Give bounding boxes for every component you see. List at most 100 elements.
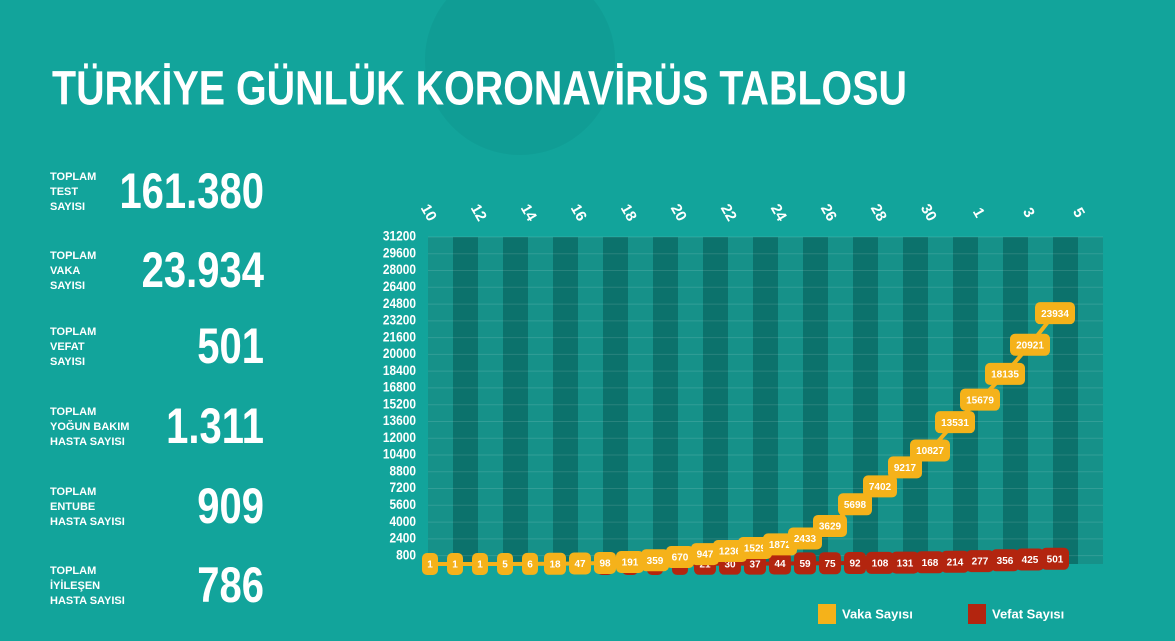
- data-label: 75: [824, 559, 836, 570]
- data-label: 425: [1022, 555, 1039, 566]
- y-tick-label: 2400: [390, 530, 416, 546]
- stat-value: 1.311: [166, 398, 264, 454]
- data-label: 9217: [894, 463, 917, 474]
- data-label: 191: [622, 558, 639, 569]
- column-stripe: [1053, 237, 1078, 564]
- y-tick-label: 24800: [383, 295, 416, 311]
- data-point: [891, 551, 919, 574]
- data-label: 359: [647, 556, 664, 567]
- stat-label: TEST: [50, 186, 78, 198]
- x-tick-label: 18: [617, 201, 640, 224]
- stat-label: TOPLAM: [50, 565, 96, 577]
- stat-value: 501: [197, 318, 264, 374]
- data-label: 501: [1047, 554, 1064, 565]
- stat-label: HASTA SAYISI: [50, 436, 125, 448]
- data-point: [569, 552, 591, 575]
- data-label: 23934: [1041, 309, 1069, 320]
- column-stripe: [453, 237, 478, 564]
- data-point: [941, 550, 969, 573]
- data-label: 47: [574, 559, 586, 570]
- data-point: [1010, 333, 1050, 356]
- chart: 8002400400056007200880010400120001360015…: [383, 201, 1103, 624]
- data-label: 92: [849, 559, 861, 570]
- stat-label: TOPLAM: [50, 250, 96, 262]
- data-point: [935, 411, 975, 434]
- column-stripe: [503, 237, 528, 564]
- data-point: [866, 551, 894, 574]
- stat-label: İYİLEŞEN: [50, 579, 100, 592]
- data-point: [1041, 547, 1069, 570]
- stats-panel: TOPLAM TEST SAYISI 161.380 TOPLAM VAKA SAYISI 2…: [50, 163, 264, 613]
- data-point: [888, 456, 922, 479]
- data-label: 10827: [916, 446, 944, 457]
- data-label: 1529: [744, 544, 767, 555]
- data-label: 131: [897, 558, 914, 569]
- y-tick-label: 15200: [383, 395, 416, 411]
- y-tick-label: 7200: [390, 479, 416, 495]
- stat-value: 23.934: [142, 242, 264, 298]
- data-label: 5698: [844, 500, 867, 511]
- data-point: [794, 552, 816, 575]
- y-tick-label: 800: [396, 546, 416, 562]
- legend-label: Vefat Sayısı: [992, 606, 1064, 621]
- x-tick-label: 26: [817, 201, 840, 224]
- y-tick-label: 5600: [390, 496, 416, 512]
- data-point: [594, 551, 616, 574]
- stat-label: TOPLAM: [50, 486, 96, 498]
- data-point: [916, 551, 944, 574]
- stat-label: SAYISI: [50, 201, 85, 213]
- data-point: [819, 552, 841, 575]
- x-tick-label: 20: [667, 201, 690, 224]
- y-tick-label: 10400: [383, 446, 416, 462]
- data-point: [691, 543, 719, 566]
- stat-value: 786: [197, 557, 264, 613]
- data-point: [666, 545, 694, 568]
- stat-label: TOPLAM: [50, 406, 96, 418]
- data-point: [616, 550, 644, 573]
- y-tick-label: 26400: [383, 278, 416, 294]
- data-point: [1016, 548, 1044, 571]
- data-point: [497, 552, 513, 575]
- data-label: 1: [452, 560, 458, 571]
- data-label: 1: [477, 560, 483, 571]
- x-tick-label: 28: [867, 201, 890, 224]
- data-label: 5: [502, 560, 508, 571]
- stat-label: HASTA SAYISI: [50, 595, 125, 607]
- data-label: 6: [527, 560, 533, 571]
- data-label: 37: [749, 559, 761, 570]
- column-stripe: [803, 237, 828, 564]
- column-stripe: [603, 237, 628, 564]
- data-label: 2433: [794, 534, 817, 545]
- x-tick-label: 22: [717, 201, 740, 224]
- column-stripe: [703, 237, 728, 564]
- data-point: [838, 493, 872, 516]
- data-point: [960, 388, 1000, 411]
- data-label: 59: [799, 559, 811, 570]
- data-point: [991, 549, 1019, 572]
- x-tick-label: 12: [467, 201, 490, 224]
- data-point: [769, 552, 791, 575]
- stat-label: SAYISI: [50, 356, 85, 368]
- column-stripe: [903, 237, 928, 564]
- y-tick-label: 28000: [383, 261, 416, 277]
- data-label: 277: [972, 557, 989, 568]
- y-tick-label: 12000: [383, 429, 416, 445]
- data-point: [844, 552, 866, 575]
- stat-label: ENTUBE: [50, 501, 95, 513]
- data-point: [813, 514, 847, 537]
- stat-value: 161.380: [119, 163, 264, 219]
- stat-label: TOPLAM: [50, 171, 96, 183]
- x-tick-label: 30: [917, 201, 940, 224]
- x-tick-label: 10: [417, 201, 440, 224]
- data-label: 1: [427, 560, 433, 571]
- data-point: [1035, 302, 1075, 325]
- stat-label: HASTA SAYISI: [50, 516, 125, 528]
- data-label: 98: [599, 559, 611, 570]
- data-point: [966, 550, 994, 573]
- data-point: [544, 552, 566, 575]
- column-stripe: [553, 237, 578, 564]
- stat-label: VAKA: [50, 265, 80, 277]
- y-tick-label: 20000: [383, 345, 416, 361]
- x-tick-label: 24: [767, 201, 790, 225]
- data-label: 108: [872, 559, 889, 570]
